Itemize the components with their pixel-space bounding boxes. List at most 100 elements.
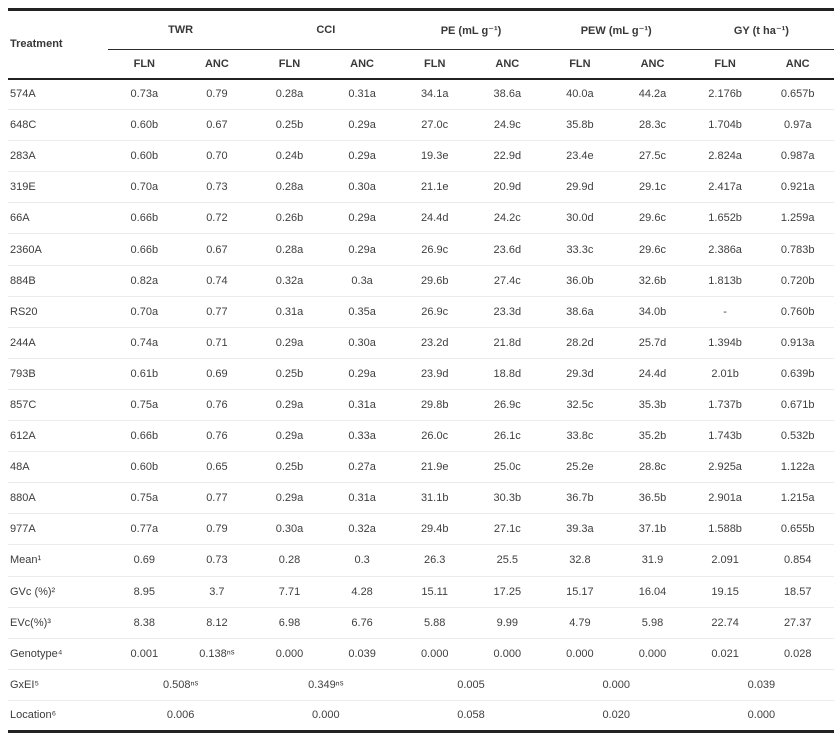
- value-cell: 2.824a: [688, 140, 762, 172]
- treatment-row-label: RS20: [8, 295, 108, 328]
- treatment-row-label: 244A: [8, 326, 108, 359]
- table-row: 648C 0.60b 0.67 0.25b 0.29a 27.0c 24.9c 35.8b 28…: [8, 109, 835, 141]
- value-cell: 22.9d: [471, 140, 544, 172]
- value-cell: 0.3: [325, 544, 399, 576]
- value-cell: 0.639b: [761, 357, 835, 390]
- value-cell: 26.9c: [398, 233, 471, 266]
- treatment-row-label: 612A: [8, 420, 108, 452]
- value-cell: 0.77: [180, 295, 254, 328]
- value-cell: 30.0d: [543, 202, 617, 234]
- table-row: GVc (%)² 8.95 3.7 7.71 4.28 15.11 17.25 15.17 16…: [8, 575, 835, 608]
- table-row: 612A 0.66b 0.76 0.29a 0.33a 26.0c 26.1c 33.8c 35…: [8, 420, 835, 452]
- subcolumn-header-gy-anc: ANC: [785, 57, 810, 70]
- value-cell: 31.1b: [398, 482, 471, 514]
- value-cell: 0.720b: [761, 264, 835, 297]
- value-cell: 26.9c: [471, 388, 544, 421]
- value-cell: 28.3c: [616, 109, 689, 141]
- value-cell: 0.29a: [325, 202, 399, 234]
- subcolumn-header-pe-anc: ANC: [495, 57, 520, 70]
- value-cell: 0.31a: [325, 388, 399, 421]
- value-cell: 0.28a: [253, 171, 326, 203]
- value-cell: 19.3e: [398, 140, 471, 172]
- value-cell: 24.4d: [398, 202, 471, 234]
- subcolumn-header-twr-anc: ANC: [204, 57, 229, 70]
- value-cell: 0.138ⁿˢ: [180, 637, 254, 670]
- value-cell: 1.394b: [688, 326, 762, 359]
- value-cell: 0.74: [180, 264, 254, 297]
- value-cell: 0.671b: [761, 388, 835, 421]
- value-cell: 2.901a: [688, 482, 762, 514]
- table-row: 66A 0.66b 0.72 0.26b 0.29a 24.4d 24.2c 30.0d 29.…: [8, 202, 835, 234]
- value-cell: 27.0c: [398, 109, 471, 141]
- value-cell: 5.98: [616, 606, 689, 639]
- value-cell: 19.15: [688, 575, 762, 608]
- treatment-row-label: 793B: [8, 357, 108, 390]
- value-cell: 0.000: [253, 699, 399, 732]
- table-row: 880A 0.75a 0.77 0.29a 0.31a 31.1b 30.3b 36.7b 36…: [8, 482, 835, 514]
- table-row: 244A 0.74a 0.71 0.29a 0.30a 23.2d 21.8d 28.2d 25…: [8, 326, 835, 359]
- treatment-row-label: GxEI⁵: [8, 668, 108, 701]
- value-cell: 2.01b: [688, 357, 762, 390]
- results-table: Treatment TWR CCI PE (mL g⁻¹) PEW (mL g⁻…: [8, 8, 835, 733]
- value-cell: 2.386a: [688, 233, 762, 266]
- value-cell: 0.74a: [108, 326, 181, 359]
- value-cell: 25.5: [471, 544, 544, 576]
- value-cell: 0.28a: [275, 88, 304, 101]
- value-cell: 15.17: [543, 575, 617, 608]
- value-cell: 0.33a: [325, 420, 399, 452]
- value-cell: 23.3d: [471, 295, 544, 328]
- treatment-row-label: 977A: [8, 513, 108, 545]
- value-cell: 6.76: [325, 606, 399, 639]
- value-cell: 0.32a: [325, 513, 399, 545]
- value-cell: 0.25b: [253, 357, 326, 390]
- subcolumn-header-pew-anc: ANC: [640, 57, 665, 70]
- table-row: Location⁶ 0.006 0.000 0.058 0.020 0.000: [8, 699, 835, 732]
- table-body: 574A 0.73a 0.79 0.28a 0.31a 34.1a 38.6a 40.0a 44…: [8, 79, 835, 732]
- value-cell: 1.588b: [688, 513, 762, 545]
- value-cell: 0.66b: [108, 233, 181, 266]
- value-cell: 8.95: [108, 575, 181, 608]
- treatment-row-label: Mean¹: [8, 544, 108, 576]
- value-cell: 38.6a: [493, 88, 522, 101]
- value-cell: 0.26b: [253, 202, 326, 234]
- value-cell: 0.000: [543, 637, 617, 670]
- value-cell: 0.60b: [108, 140, 181, 172]
- value-cell: 0.657b: [780, 88, 815, 101]
- value-cell: 0.79: [180, 513, 254, 545]
- value-cell: 35.2b: [616, 420, 689, 452]
- value-cell: 29.6c: [616, 233, 689, 266]
- value-cell: 1.704b: [688, 109, 762, 141]
- value-cell: 36.0b: [543, 264, 617, 297]
- value-cell: 33.8c: [543, 420, 617, 452]
- value-cell: 8.12: [180, 606, 254, 639]
- value-cell: 21.1e: [398, 171, 471, 203]
- value-cell: 1.737b: [688, 388, 762, 421]
- value-cell: 0.76: [180, 420, 254, 452]
- value-cell: 28.8c: [616, 451, 689, 483]
- value-cell: 29.1c: [616, 171, 689, 203]
- value-cell: 1.259a: [761, 202, 835, 234]
- value-cell: 0.67: [180, 109, 254, 141]
- value-cell: 27.5c: [616, 140, 689, 172]
- value-cell: 38.6a: [543, 295, 617, 328]
- group-header-row: Treatment TWR CCI PE (mL g⁻¹) PEW (mL g⁻…: [8, 9, 835, 50]
- value-cell: 26.3: [398, 544, 471, 576]
- value-cell: 6.98: [253, 606, 326, 639]
- value-cell: 7.71: [253, 575, 326, 608]
- value-cell: 0.69: [108, 544, 181, 576]
- table-row: Genotype⁴ 0.001 0.138ⁿˢ 0.000 0.039 0.000 0.00…: [8, 637, 835, 670]
- value-cell: 0.783b: [761, 233, 835, 266]
- value-cell: 9.99: [471, 606, 544, 639]
- value-cell: 25.7d: [616, 326, 689, 359]
- treatment-row-label: 574A: [10, 88, 36, 101]
- value-cell: 2.176b: [708, 88, 742, 101]
- value-cell: 0.000: [398, 637, 471, 670]
- treatment-row-label: 283A: [8, 140, 108, 172]
- value-cell: 4.79: [543, 606, 617, 639]
- value-cell: 0.921a: [761, 171, 835, 203]
- value-cell: 0.039: [688, 668, 835, 701]
- treatment-row-label: 2360A: [8, 233, 108, 266]
- value-cell: 1.743b: [688, 420, 762, 452]
- value-cell: 39.3a: [543, 513, 617, 545]
- table-row: GxEI⁵ 0.508ⁿˢ 0.349ⁿˢ 0.005 0.000 0.039: [8, 668, 835, 701]
